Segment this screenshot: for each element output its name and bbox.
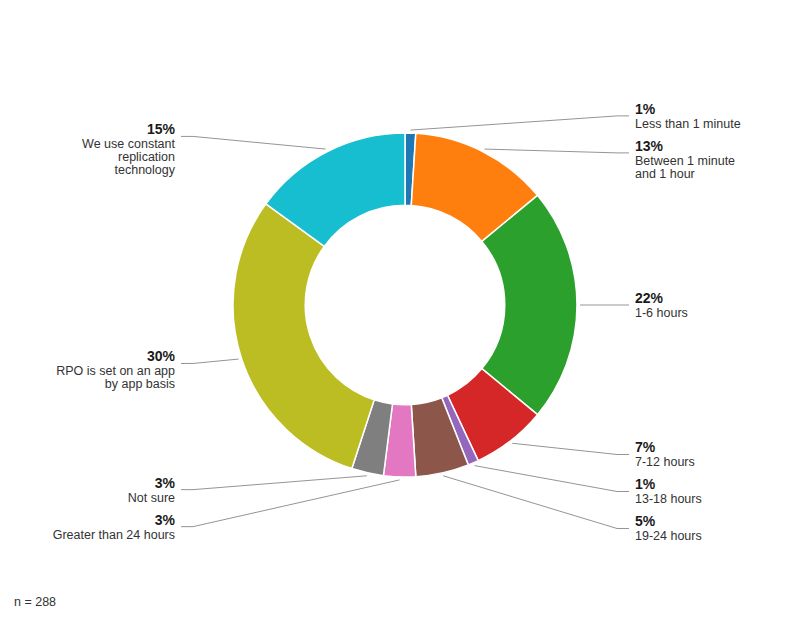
category-label: RPO is set on an appby app basis: [56, 364, 175, 391]
category-label-line: Not sure: [128, 491, 175, 505]
category-label-line: 19-24 hours: [635, 529, 702, 543]
leader-line: [475, 466, 629, 492]
leader-line: [181, 136, 326, 149]
chart: 1%Less than 1 minute13%Between 1 minutea…: [0, 0, 811, 618]
category-label-line: technology: [115, 163, 176, 177]
category-label: 13-18 hours: [635, 492, 702, 506]
data-label: 1%: [635, 476, 656, 492]
category-label-line: Less than 1 minute: [635, 117, 741, 131]
category-label-line: We use constant: [82, 137, 175, 151]
leader-line: [512, 443, 629, 454]
slice: [266, 133, 405, 246]
annotation: n = 288: [14, 595, 56, 609]
data-label: 22%: [635, 290, 664, 306]
category-label: Between 1 minuteand 1 hour: [635, 154, 735, 181]
slice: [233, 204, 374, 469]
category-label-line: RPO is set on an app: [56, 364, 175, 378]
leader-line: [181, 476, 367, 490]
data-label: 1%: [635, 101, 656, 117]
data-label: 30%: [147, 348, 176, 364]
category-label: 19-24 hours: [635, 529, 702, 543]
leader-line: [181, 480, 400, 527]
data-label: 5%: [635, 513, 656, 529]
leader-line: [443, 476, 629, 529]
category-label: 1-6 hours: [635, 306, 688, 320]
category-label: 7-12 hours: [635, 455, 695, 469]
data-label: 3%: [155, 512, 176, 528]
category-label-line: 13-18 hours: [635, 492, 702, 506]
slice: [411, 398, 468, 477]
category-label-line: Greater than 24 hours: [53, 528, 175, 542]
category-label-line: Between 1 minute: [635, 154, 735, 168]
category-label: Greater than 24 hours: [53, 528, 175, 542]
category-label-line: by app basis: [105, 377, 175, 391]
labels: 1%Less than 1 minute13%Between 1 minutea…: [53, 101, 741, 544]
category-label: We use constantreplicationtechnology: [82, 137, 176, 177]
leader-line: [410, 116, 629, 130]
category-label-line: 7-12 hours: [635, 455, 695, 469]
data-label: 7%: [635, 439, 656, 455]
category-label-line: replication: [118, 150, 175, 164]
category-label-line: 1-6 hours: [635, 306, 688, 320]
data-label: 13%: [635, 138, 664, 154]
leader-line: [484, 149, 629, 153]
plot: [233, 133, 577, 477]
category-label: Not sure: [128, 491, 175, 505]
data-label: 15%: [147, 121, 176, 137]
leader-line: [181, 359, 239, 363]
category-label-line: and 1 hour: [635, 167, 695, 181]
data-label: 3%: [155, 475, 176, 491]
category-label: Less than 1 minute: [635, 117, 741, 131]
slices: [233, 133, 577, 477]
leader-line: [580, 305, 629, 306]
